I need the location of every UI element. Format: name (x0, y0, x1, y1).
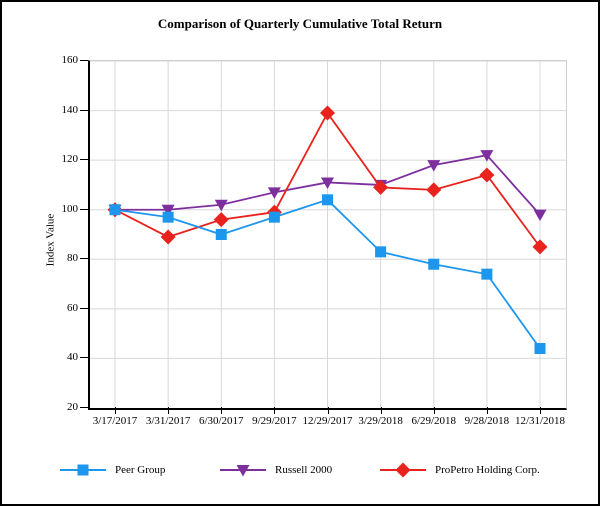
y-tick-label: 80 (67, 252, 78, 265)
y-tick-label: 100 (61, 202, 79, 215)
y-tick-mark (80, 60, 88, 61)
data-point-marker (428, 258, 440, 270)
y-tick-label: 160 (61, 54, 79, 66)
legend-label: ProPetro Holding Corp. (435, 464, 540, 476)
x-tick-label: 9/29/2017 (252, 415, 297, 427)
x-tick-mark (327, 407, 329, 414)
x-tick-label: 12/31/2018 (514, 415, 566, 427)
chart-title: Comparison of Quarterly Cumulative Total… (157, 16, 443, 31)
data-point-marker (161, 204, 175, 217)
legend-item-propetro: ProPetro Holding Corp. (380, 460, 540, 480)
y-tick-mark (80, 307, 88, 309)
x-tick-label: 3/29/2018 (358, 415, 403, 427)
data-point-marker (268, 211, 280, 223)
data-point-marker (213, 212, 229, 228)
data-point-marker (214, 199, 228, 212)
propetro-marker-icon (380, 462, 426, 478)
data-point-marker (426, 182, 442, 198)
data-point-marker (109, 204, 121, 216)
line-chart (90, 61, 566, 408)
y-tick-mark (80, 208, 88, 210)
y-tick-mark (80, 109, 88, 111)
data-point-marker (320, 105, 335, 121)
data-point-marker (215, 229, 227, 240)
data-point-marker (395, 462, 411, 478)
plot-area (88, 60, 567, 410)
x-tick-label: 6/30/2017 (198, 415, 244, 427)
x-tick-mark (221, 407, 223, 414)
y-tick-mark (80, 357, 88, 359)
x-tick-label: 12/29/2017 (302, 415, 353, 427)
x-tick-label: 3/17/2017 (92, 415, 138, 427)
x-tick-label: 6/29/2018 (411, 415, 457, 427)
x-tick-mark (274, 407, 276, 414)
legend-item-peer-group: Peer Group (60, 460, 165, 480)
y-tick-label: 20 (67, 401, 78, 413)
data-point-marker (162, 211, 174, 223)
data-point-marker (321, 177, 334, 189)
data-point-marker (77, 464, 89, 476)
x-tick-mark (168, 407, 170, 414)
x-tick-mark (486, 407, 488, 414)
russell-2000-marker-icon (220, 465, 266, 477)
legend-item-russell-2000: Russell 2000 (220, 460, 332, 480)
data-point-marker (322, 194, 333, 206)
peer-group-marker-icon (60, 464, 106, 476)
x-tick-mark (433, 407, 435, 414)
y-tick-label: 40 (67, 351, 78, 364)
data-point-marker (427, 160, 441, 172)
y-tick-label: 140 (61, 103, 79, 116)
y-tick-label: 60 (67, 301, 78, 314)
data-point-marker (479, 167, 495, 183)
data-point-marker (160, 229, 176, 245)
x-tick-mark (115, 407, 116, 414)
data-point-marker (481, 268, 493, 280)
y-tick-label: 120 (61, 153, 79, 166)
data-point-marker (532, 239, 548, 255)
x-tick-mark (540, 407, 541, 414)
data-point-marker (236, 465, 250, 477)
x-tick-label: 3/31/2017 (145, 415, 191, 427)
y-tick-mark (80, 159, 88, 161)
data-point-marker (533, 209, 547, 222)
y-tick-mark (80, 407, 88, 408)
data-point-marker (373, 179, 389, 195)
data-point-marker (480, 150, 494, 162)
legend-label: Russell 2000 (275, 464, 333, 476)
x-tick-mark (380, 407, 382, 414)
data-point-marker (534, 343, 546, 355)
y-tick-mark (80, 258, 88, 260)
data-point-marker (375, 246, 387, 258)
data-point-marker (267, 187, 281, 199)
legend-label: Peer Group (115, 464, 166, 476)
legend: Peer Group Russell 2000 ProPetro Holding… (2, 460, 598, 484)
x-tick-label: 9/28/2018 (464, 415, 510, 427)
